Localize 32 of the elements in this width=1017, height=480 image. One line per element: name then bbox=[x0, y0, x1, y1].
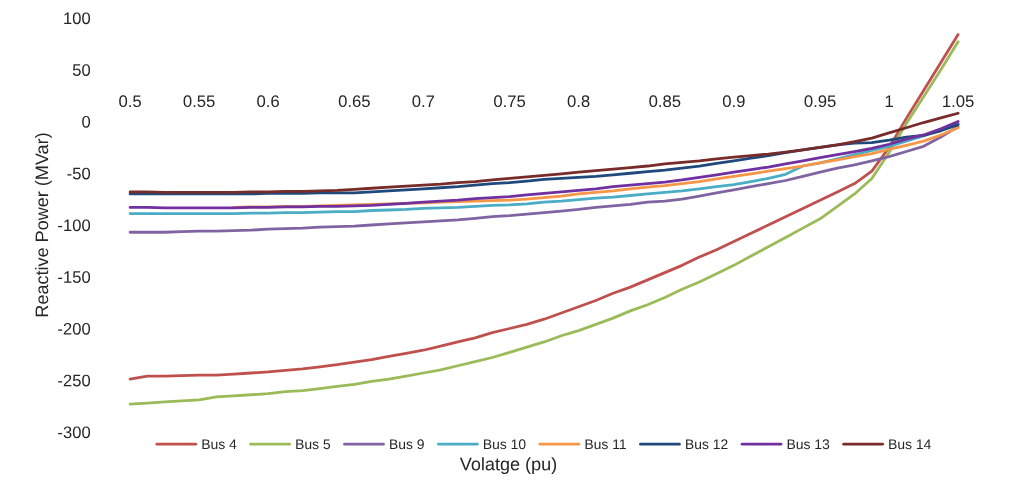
x-tick-label: 0.95 bbox=[804, 95, 836, 108]
legend-label: Bus 9 bbox=[390, 439, 424, 450]
y-tick-label: 50 bbox=[72, 64, 91, 76]
x-tick-label: 0.65 bbox=[338, 95, 370, 108]
x-tick-label: 0.9 bbox=[722, 95, 745, 108]
legend-label: Bus 14 bbox=[889, 439, 931, 450]
y-tick-label: 0 bbox=[82, 115, 91, 128]
y-tick-label: -100 bbox=[58, 219, 91, 232]
legend-label: Bus 10 bbox=[483, 439, 526, 450]
x-tick-label: 0.5 bbox=[119, 95, 141, 108]
legend-label: Bus 11 bbox=[585, 439, 626, 450]
legend-label: Bus 5 bbox=[296, 439, 331, 450]
legend-label: Bus 12 bbox=[686, 439, 728, 450]
y-tick-label: -250 bbox=[58, 374, 91, 387]
legend-label: Bus 13 bbox=[787, 439, 830, 450]
y-tick-label: -150 bbox=[58, 271, 91, 283]
y-tick-label: -200 bbox=[58, 322, 91, 335]
x-tick-label: 1 bbox=[885, 95, 893, 107]
y-tick-label: -300 bbox=[58, 426, 91, 439]
x-axis-title: Volatge (pu) bbox=[459, 457, 557, 475]
x-tick-label: 0.6 bbox=[257, 95, 279, 108]
x-tick-label: 1.05 bbox=[943, 95, 974, 108]
x-tick-label: 0.7 bbox=[412, 95, 435, 108]
legend-label: Bus 4 bbox=[202, 439, 237, 450]
x-tick-label: 0.85 bbox=[649, 95, 681, 108]
y-axis-title: Reactive Power (MVar) bbox=[35, 133, 52, 317]
x-tick-label: 0.8 bbox=[567, 95, 590, 108]
line-series bbox=[128, 111, 960, 194]
y-tick-label: 100 bbox=[64, 12, 91, 25]
y-tick-label: -50 bbox=[67, 167, 91, 180]
x-tick-label: 0.55 bbox=[183, 95, 215, 108]
x-tick-label: 0.75 bbox=[494, 95, 526, 108]
